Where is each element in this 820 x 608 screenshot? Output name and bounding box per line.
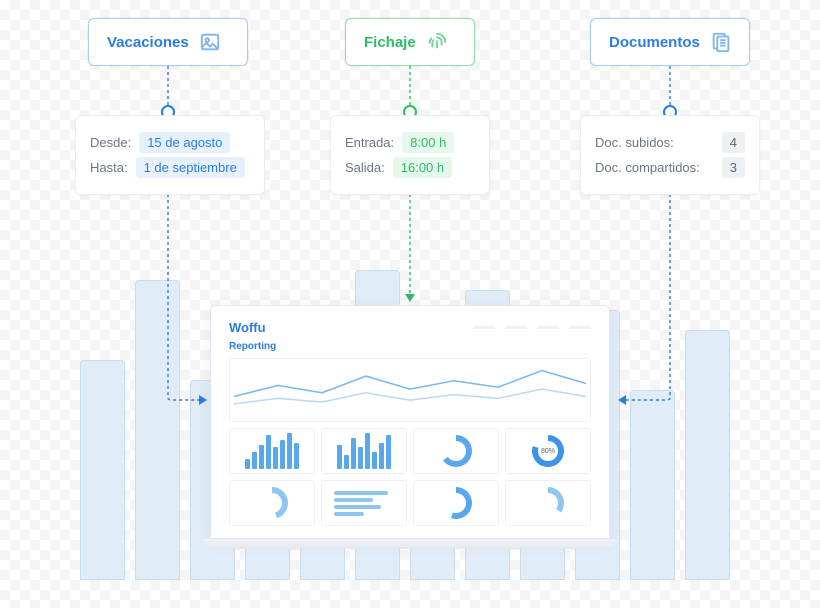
detail-label: Doc. compartidos:	[595, 160, 700, 175]
detail-label: Doc. subidos:	[595, 135, 674, 150]
detail-row: Entrada: 8:00 h	[345, 132, 475, 153]
detail-row: Desde: 15 de agosto	[90, 132, 250, 153]
detail-value: 1 de septiembre	[136, 157, 245, 178]
laptop-base	[202, 539, 618, 549]
detail-value: 15 de agosto	[139, 132, 230, 153]
category-card-fichaje[interactable]: Fichaje	[345, 18, 475, 66]
dashboard-panel	[413, 480, 499, 526]
detail-value: 16:00 h	[393, 157, 452, 178]
nav-placeholder	[473, 326, 591, 329]
dashboard-panel	[229, 480, 315, 526]
dashboard-panel	[413, 428, 499, 474]
line-chart-panel	[229, 358, 591, 422]
detail-label: Salida:	[345, 160, 385, 175]
image-icon	[199, 31, 221, 53]
detail-card-fichaje: Entrada: 8:00 h Salida: 16:00 h	[330, 115, 490, 195]
dashboard-panel	[505, 480, 591, 526]
detail-row: Doc. compartidos: 3	[595, 157, 745, 178]
dashboard-panel	[321, 428, 407, 474]
detail-label: Entrada:	[345, 135, 394, 150]
category-card-vacaciones[interactable]: Vacaciones	[88, 18, 248, 66]
laptop-mockup: Woffu Reporting 80%	[210, 305, 610, 549]
laptop-screen: Woffu Reporting 80%	[210, 305, 610, 539]
detail-label: Hasta:	[90, 160, 128, 175]
detail-value: 8:00 h	[402, 132, 454, 153]
dashboard-header: Woffu	[229, 320, 591, 335]
category-label: Fichaje	[364, 34, 416, 51]
category-label: Vacaciones	[107, 34, 189, 51]
dashboard-panel	[229, 428, 315, 474]
category-card-documentos[interactable]: Documentos	[590, 18, 750, 66]
detail-row: Hasta: 1 de septiembre	[90, 157, 250, 178]
dashboard-grid: 80%	[229, 358, 591, 526]
section-title: Reporting	[229, 341, 591, 352]
detail-card-documentos: Doc. subidos: 4 Doc. compartidos: 3	[580, 115, 760, 195]
category-label: Documentos	[609, 34, 700, 51]
detail-value: 4	[722, 132, 745, 153]
fingerprint-icon	[426, 31, 448, 53]
detail-row: Salida: 16:00 h	[345, 157, 475, 178]
dashboard-panel	[321, 480, 407, 526]
detail-row: Doc. subidos: 4	[595, 132, 745, 153]
detail-card-vacaciones: Desde: 15 de agosto Hasta: 1 de septiemb…	[75, 115, 265, 195]
dashboard-panel: 80%	[505, 428, 591, 474]
detail-label: Desde:	[90, 135, 131, 150]
documents-icon	[710, 31, 732, 53]
brand-name: Woffu	[229, 320, 266, 335]
detail-value: 3	[722, 157, 745, 178]
